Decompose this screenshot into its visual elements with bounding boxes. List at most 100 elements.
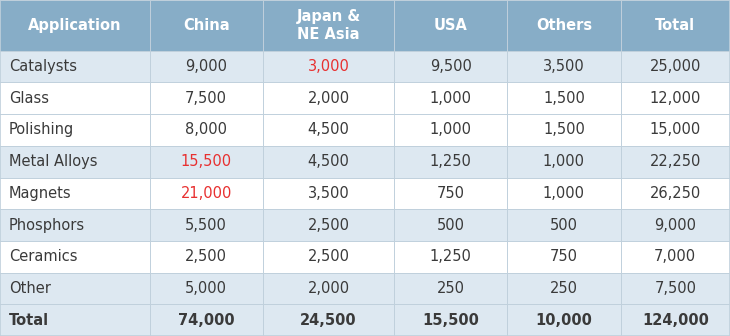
- Text: 25,000: 25,000: [650, 59, 701, 74]
- Text: 124,000: 124,000: [642, 313, 709, 328]
- Text: 3,000: 3,000: [307, 59, 350, 74]
- Text: 5,000: 5,000: [185, 281, 227, 296]
- Bar: [620, 0, 730, 51]
- Text: 15,500: 15,500: [180, 154, 232, 169]
- Bar: [0, 114, 150, 146]
- Text: Others: Others: [536, 18, 592, 33]
- Text: 1,000: 1,000: [543, 154, 585, 169]
- Bar: [394, 272, 507, 304]
- Bar: [263, 177, 394, 209]
- Bar: [0, 146, 150, 177]
- Bar: [263, 51, 394, 82]
- Bar: [394, 114, 507, 146]
- Text: Ceramics: Ceramics: [9, 249, 77, 264]
- Text: 1,250: 1,250: [430, 154, 472, 169]
- Bar: [263, 146, 394, 177]
- Bar: [620, 272, 730, 304]
- Text: 4,500: 4,500: [307, 154, 350, 169]
- Bar: [150, 146, 263, 177]
- Text: USA: USA: [434, 18, 468, 33]
- Bar: [507, 209, 620, 241]
- Text: 2,000: 2,000: [307, 91, 350, 106]
- Bar: [0, 304, 150, 336]
- Text: Polishing: Polishing: [9, 122, 74, 137]
- Bar: [620, 241, 730, 272]
- Text: 2,500: 2,500: [307, 217, 350, 233]
- Bar: [263, 82, 394, 114]
- Bar: [0, 241, 150, 272]
- Bar: [150, 82, 263, 114]
- Text: 22,250: 22,250: [650, 154, 701, 169]
- Bar: [150, 0, 263, 51]
- Bar: [0, 82, 150, 114]
- Text: Phosphors: Phosphors: [9, 217, 85, 233]
- Text: 7,500: 7,500: [654, 281, 696, 296]
- Bar: [394, 304, 507, 336]
- Bar: [150, 51, 263, 82]
- Text: 7,000: 7,000: [654, 249, 696, 264]
- Text: Other: Other: [9, 281, 50, 296]
- Text: Metal Alloys: Metal Alloys: [9, 154, 97, 169]
- Text: 4,500: 4,500: [307, 122, 350, 137]
- Bar: [150, 209, 263, 241]
- Text: 1,000: 1,000: [430, 122, 472, 137]
- Text: 15,500: 15,500: [423, 313, 479, 328]
- Text: Application: Application: [28, 18, 122, 33]
- Text: 8,000: 8,000: [185, 122, 227, 137]
- Bar: [507, 146, 620, 177]
- Bar: [507, 241, 620, 272]
- Bar: [0, 177, 150, 209]
- Bar: [263, 114, 394, 146]
- Text: Japan &
NE Asia: Japan & NE Asia: [296, 9, 361, 42]
- Bar: [507, 51, 620, 82]
- Bar: [394, 177, 507, 209]
- Bar: [263, 0, 394, 51]
- Bar: [507, 114, 620, 146]
- Text: 74,000: 74,000: [178, 313, 234, 328]
- Text: Total: Total: [9, 313, 49, 328]
- Bar: [394, 0, 507, 51]
- Text: 3,500: 3,500: [543, 59, 585, 74]
- Bar: [620, 146, 730, 177]
- Text: 500: 500: [550, 217, 578, 233]
- Bar: [620, 82, 730, 114]
- Bar: [394, 241, 507, 272]
- Text: 10,000: 10,000: [536, 313, 592, 328]
- Text: 9,000: 9,000: [185, 59, 227, 74]
- Text: Total: Total: [656, 18, 695, 33]
- Text: 2,000: 2,000: [307, 281, 350, 296]
- Text: 1,500: 1,500: [543, 91, 585, 106]
- Text: 250: 250: [550, 281, 578, 296]
- Bar: [0, 51, 150, 82]
- Text: 21,000: 21,000: [180, 186, 232, 201]
- Bar: [394, 51, 507, 82]
- Text: Catalysts: Catalysts: [9, 59, 77, 74]
- Bar: [263, 241, 394, 272]
- Text: 1,250: 1,250: [430, 249, 472, 264]
- Bar: [620, 51, 730, 82]
- Bar: [263, 272, 394, 304]
- Bar: [507, 272, 620, 304]
- Bar: [620, 114, 730, 146]
- Bar: [150, 304, 263, 336]
- Bar: [263, 304, 394, 336]
- Bar: [394, 146, 507, 177]
- Bar: [394, 209, 507, 241]
- Bar: [263, 209, 394, 241]
- Bar: [507, 177, 620, 209]
- Text: 1,500: 1,500: [543, 122, 585, 137]
- Text: China: China: [183, 18, 229, 33]
- Text: 7,500: 7,500: [185, 91, 227, 106]
- Bar: [507, 304, 620, 336]
- Bar: [150, 241, 263, 272]
- Bar: [0, 209, 150, 241]
- Text: 9,000: 9,000: [654, 217, 696, 233]
- Text: 9,500: 9,500: [430, 59, 472, 74]
- Bar: [620, 209, 730, 241]
- Text: 500: 500: [437, 217, 465, 233]
- Text: 5,500: 5,500: [185, 217, 227, 233]
- Text: 1,000: 1,000: [430, 91, 472, 106]
- Bar: [394, 82, 507, 114]
- Text: 2,500: 2,500: [307, 249, 350, 264]
- Bar: [150, 177, 263, 209]
